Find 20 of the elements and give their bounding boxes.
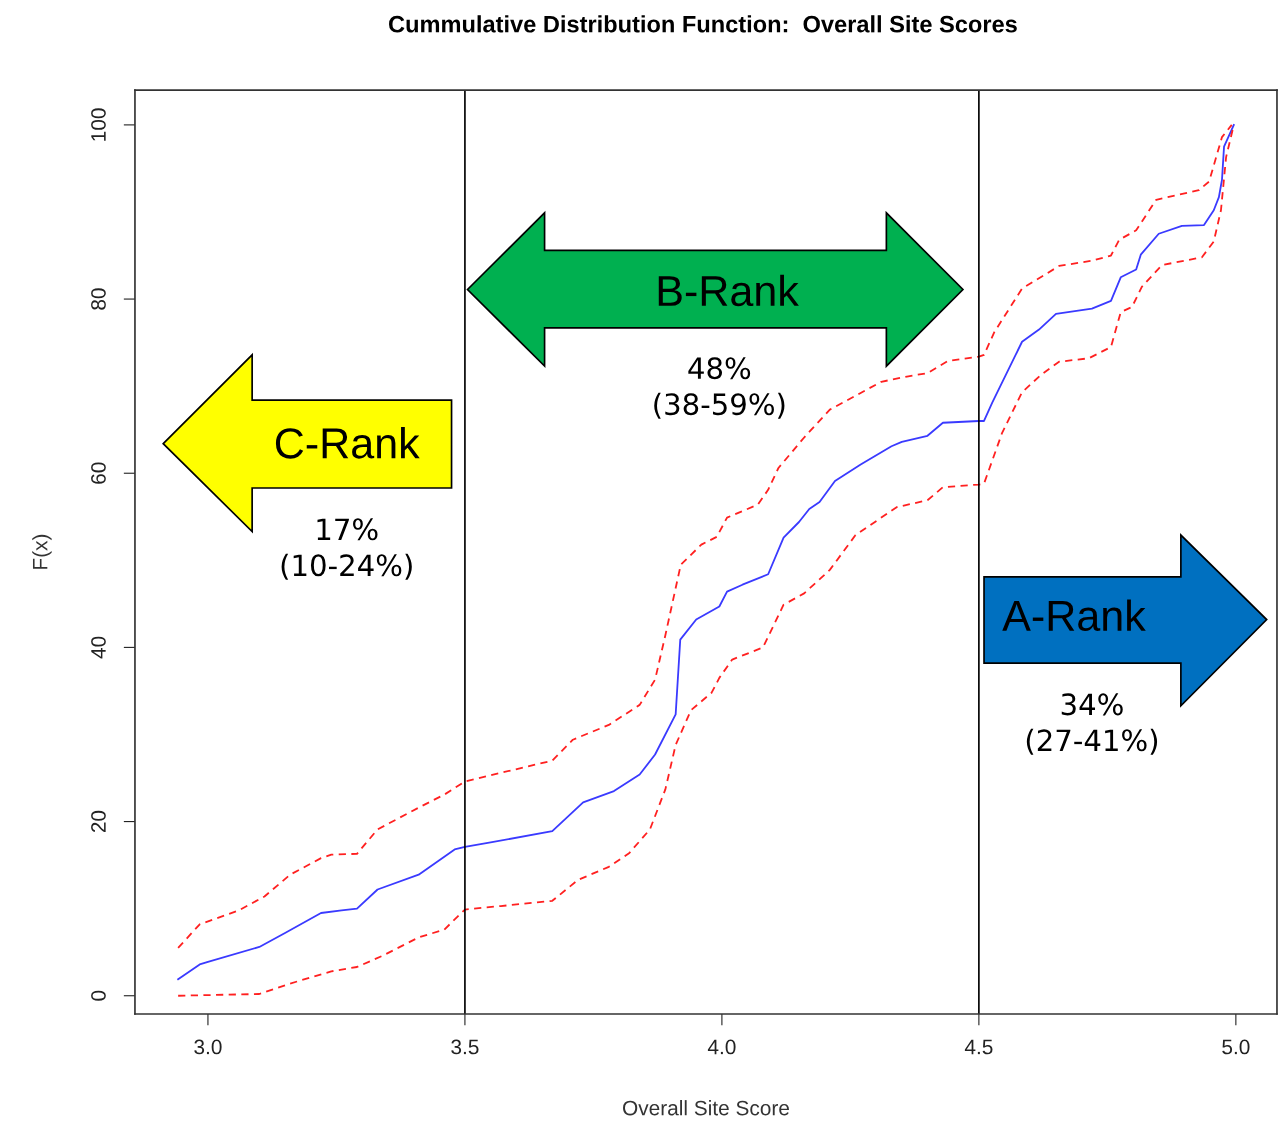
x-tick-label: 3.5 — [451, 1039, 479, 1055]
x-tick-label: 3.0 — [194, 1039, 222, 1055]
x-axis-title: Overall Site Score — [623, 1100, 789, 1116]
y-tick-label: 40 — [91, 636, 106, 659]
y-tick-label: 100 — [91, 108, 106, 141]
y-axis-title: F(x) — [32, 534, 52, 569]
x-tick-label: 4.5 — [964, 1039, 993, 1055]
x-tick-label: 5.0 — [1222, 1039, 1250, 1055]
annotation: 48% (38-59%) — [654, 357, 785, 419]
annotation: B-Rank — [658, 274, 799, 307]
annotation: C-Rank — [275, 427, 420, 459]
x-tick-label: 4.0 — [707, 1039, 736, 1055]
y-tick-label: 20 — [91, 810, 106, 833]
y-tick-label: 0 — [91, 990, 106, 1001]
y-tick-label: 80 — [91, 288, 106, 310]
annotation: 34% (27-41%) — [1026, 693, 1158, 755]
y-tick-label: 60 — [91, 462, 106, 484]
chart-title: Cummulative Distribution Function: Overall Site Scores — [389, 15, 1017, 33]
annotation: A-Rank — [1002, 599, 1146, 632]
annotation: 17% (10-24%) — [281, 518, 412, 580]
